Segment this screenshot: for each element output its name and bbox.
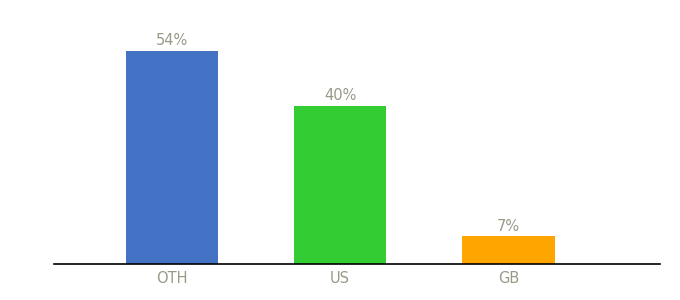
Bar — [294, 106, 386, 264]
Text: 54%: 54% — [156, 33, 188, 48]
Bar — [126, 51, 218, 264]
Text: 7%: 7% — [496, 219, 520, 234]
Bar — [462, 236, 554, 264]
Text: 40%: 40% — [324, 88, 356, 103]
